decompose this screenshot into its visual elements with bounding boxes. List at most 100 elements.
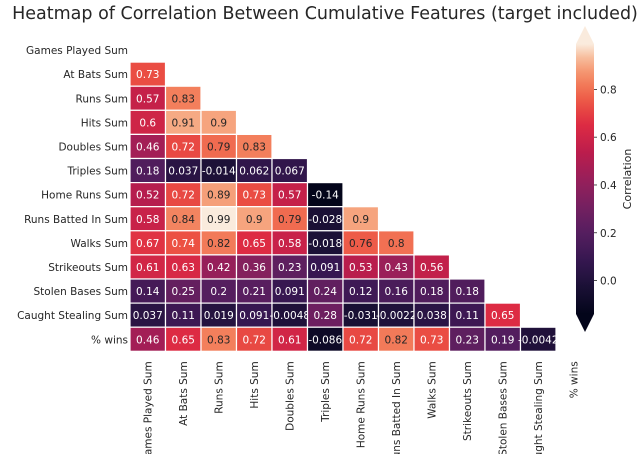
heatmap-cell bbox=[271, 278, 309, 304]
cell-value-label: 0.038 bbox=[417, 310, 447, 322]
heatmap-cell bbox=[484, 326, 522, 352]
heatmap-cell bbox=[129, 326, 167, 352]
cell-value-label: 0.9 bbox=[246, 214, 263, 226]
cell-value-label: 0.037 bbox=[168, 166, 198, 178]
colorbar-extend-max bbox=[576, 26, 594, 44]
heatmap-cell bbox=[484, 302, 522, 328]
cell-value-label: 0.57 bbox=[136, 93, 159, 105]
cell-value-label: 0.9 bbox=[352, 214, 369, 226]
cell-value-label: -0.0048 bbox=[269, 310, 310, 322]
heatmap-cell bbox=[306, 182, 344, 208]
column-label: Strikeouts Sum bbox=[462, 361, 474, 441]
cell-value-label: 0.89 bbox=[207, 190, 230, 202]
colorbar-tick-label: 0.6 bbox=[600, 132, 617, 144]
heatmap-cell bbox=[413, 254, 451, 280]
row-labels: Games Played Sum At Bats Sum Runs Sum Hits … bbox=[17, 45, 128, 346]
column-label: Runs Batted In Sum bbox=[391, 361, 403, 454]
heatmap-cell bbox=[306, 302, 344, 328]
cell-value-label: 0.56 bbox=[420, 262, 444, 274]
row-label: Runs Sum bbox=[76, 93, 129, 105]
heatmap-cell bbox=[413, 326, 451, 352]
heatmap-cell bbox=[377, 230, 415, 256]
column-label: Caught Stealing Sum bbox=[533, 361, 545, 454]
cell-value-label: 0.8 bbox=[388, 238, 405, 250]
column-label: At Bats Sum bbox=[178, 361, 190, 426]
cell-value-label: 0.74 bbox=[172, 238, 196, 250]
cell-value-label: 0.11 bbox=[456, 310, 479, 322]
cell-value-label: 0.2 bbox=[210, 286, 227, 298]
cell-value-label: 0.83 bbox=[207, 334, 230, 346]
cell-value-label: 0.72 bbox=[349, 334, 372, 346]
colorbar-tick-label: 0.4 bbox=[600, 180, 617, 192]
cell-value-label: 0.72 bbox=[243, 334, 266, 346]
cell-value-label: 0.73 bbox=[136, 69, 159, 81]
cell-value-label: 0.83 bbox=[243, 141, 266, 153]
chart-title: Heatmap of Correlation Between Cumulativ… bbox=[12, 4, 638, 24]
cell-value-label: 0.067 bbox=[275, 166, 305, 178]
heatmap-cell bbox=[306, 326, 344, 352]
heatmap-cell bbox=[200, 230, 238, 256]
row-label: Doubles Sum bbox=[58, 141, 128, 153]
cell-value-label: 0.9 bbox=[210, 117, 227, 129]
heatmap-cell bbox=[200, 278, 238, 304]
cell-value-label: 0.72 bbox=[172, 141, 195, 153]
cell-value-label: 0.091 bbox=[239, 310, 269, 322]
cell-value-label: 0.84 bbox=[172, 214, 196, 226]
heatmap-cell bbox=[200, 326, 238, 352]
heatmap-cell bbox=[235, 157, 273, 184]
cell-value-label: 0.28 bbox=[314, 310, 337, 322]
row-label: Walks Sum bbox=[71, 238, 129, 250]
cell-value-label: 0.091 bbox=[275, 286, 305, 298]
cell-value-label: 0.63 bbox=[172, 262, 195, 274]
cell-value-label: 0.79 bbox=[207, 141, 230, 153]
cell-value-label: -0.031 bbox=[344, 310, 378, 322]
heatmap-cell bbox=[129, 302, 167, 328]
column-labels: Games Played Sum At Bats Sum Runs Sum Hits … bbox=[143, 361, 581, 458]
cell-value-label: 0.062 bbox=[239, 166, 269, 178]
heatmap-cell bbox=[519, 326, 557, 352]
heatmap-cell bbox=[129, 206, 167, 232]
cell-value-label: 0.42 bbox=[207, 262, 230, 274]
cell-value-label: 0.58 bbox=[278, 238, 301, 250]
heatmap-cell bbox=[164, 182, 202, 208]
column-label: Stolen Bases Sum bbox=[498, 361, 510, 454]
row-label: Home Runs Sum bbox=[41, 190, 128, 202]
cell-value-label: 0.18 bbox=[420, 286, 443, 298]
cell-value-label: -0.028 bbox=[308, 214, 342, 226]
cell-value-label: 0.16 bbox=[385, 286, 409, 298]
cell-value-label: 0.18 bbox=[136, 166, 159, 178]
heatmap-cell bbox=[448, 278, 486, 304]
cell-value-label: 0.46 bbox=[136, 334, 160, 346]
column-label: % wins bbox=[569, 361, 581, 398]
cell-value-label: -0.0042 bbox=[518, 334, 559, 346]
heatmap-cell bbox=[306, 278, 344, 304]
column-label: Hits Sum bbox=[249, 361, 261, 408]
cell-value-label: 0.19 bbox=[491, 334, 514, 346]
cell-value-label: 0.23 bbox=[456, 334, 479, 346]
cell-value-label: 0.58 bbox=[136, 214, 159, 226]
row-label: Caught Stealing Sum bbox=[17, 310, 128, 322]
cell-value-label: 0.21 bbox=[243, 286, 266, 298]
colorbar-tick-label: 0.2 bbox=[600, 228, 617, 240]
heatmap-cell bbox=[377, 326, 415, 352]
cell-value-label: 0.24 bbox=[314, 286, 338, 298]
row-label: At Bats Sum bbox=[63, 69, 128, 81]
heatmap-cell bbox=[377, 278, 415, 304]
column-label: Games Played Sum bbox=[143, 361, 155, 454]
cell-value-label: 0.83 bbox=[172, 93, 195, 105]
colorbar-label: Correlation bbox=[621, 149, 634, 210]
heatmap-cell bbox=[164, 206, 202, 232]
heatmap-cell bbox=[129, 254, 167, 280]
cell-value-label: -0.014 bbox=[202, 166, 236, 178]
heatmap-cell bbox=[271, 182, 309, 208]
row-label: % wins bbox=[91, 334, 128, 346]
cell-value-label: 0.91 bbox=[172, 117, 195, 129]
cell-value-label: 0.53 bbox=[349, 262, 372, 274]
column-label: Walks Sum bbox=[427, 361, 439, 419]
row-label: Triples Sum bbox=[66, 166, 128, 178]
column-label: Triples Sum bbox=[320, 361, 332, 423]
heatmap-cell bbox=[129, 182, 167, 208]
heatmap-cell bbox=[129, 278, 167, 304]
